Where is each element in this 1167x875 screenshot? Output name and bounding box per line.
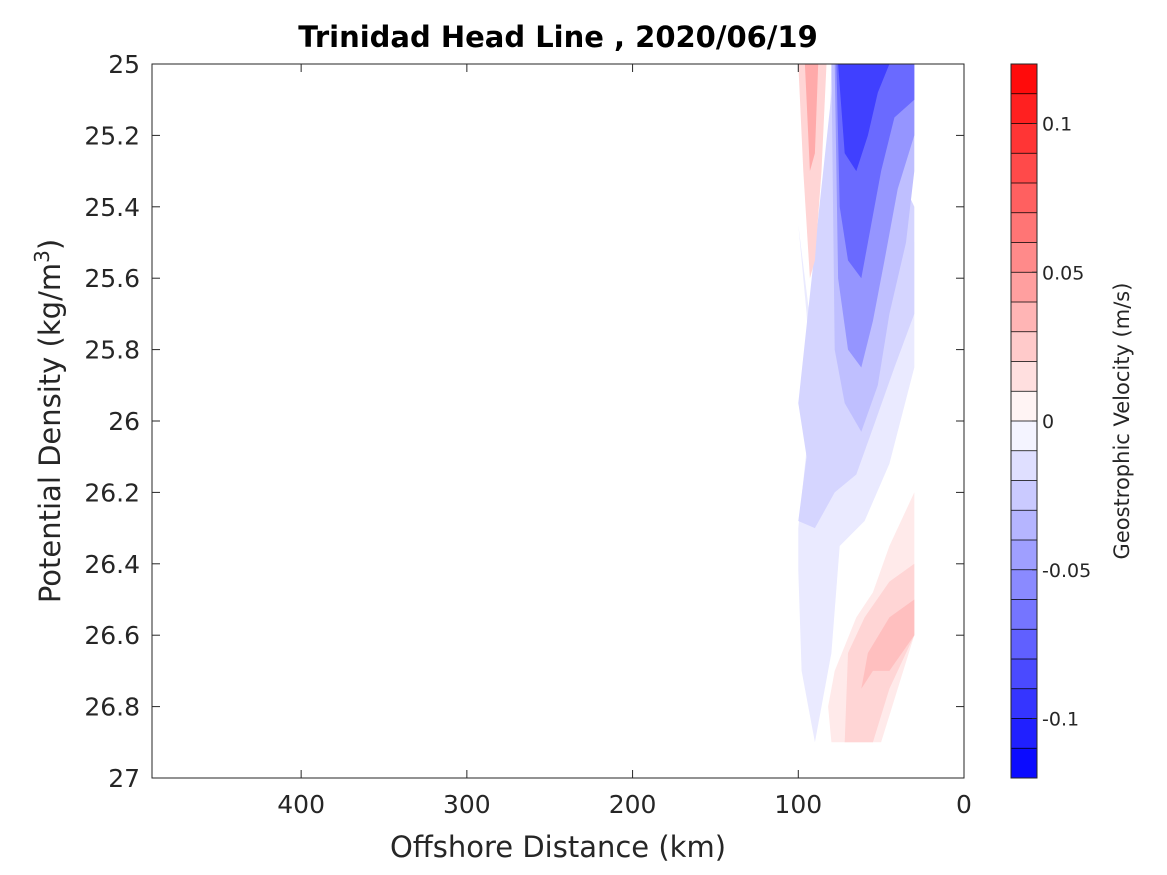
contour-pos-upper-core bbox=[804, 64, 819, 172]
y-tick-label: 25.2 bbox=[84, 121, 140, 150]
colorbar-tick-label: -0.1 bbox=[1042, 709, 1079, 731]
x-tick-label: 0 bbox=[956, 790, 972, 819]
y-tick-label: 25.6 bbox=[84, 264, 140, 293]
x-axis-label: Offshore Distance (km) bbox=[390, 830, 726, 864]
colorbar-swatch bbox=[1011, 93, 1037, 124]
y-tick-label: 26.8 bbox=[84, 693, 140, 722]
colorbar-swatch bbox=[1011, 510, 1037, 541]
colorbar-tick-label: 0 bbox=[1042, 411, 1054, 433]
colorbar-tick-label: -0.05 bbox=[1042, 560, 1091, 582]
colorbar-tick-label: 0.05 bbox=[1042, 262, 1084, 284]
colorbar-swatch bbox=[1011, 64, 1037, 95]
colorbar-swatch bbox=[1011, 629, 1037, 660]
y-axis: 25 25.2 25.4 25.6 25.8 26 26.2 26.4 26.6 26.8 27 bbox=[84, 50, 964, 793]
colorbar-swatch bbox=[1011, 331, 1037, 362]
y-tick-label: 27 bbox=[108, 764, 140, 793]
y-axis-label: Potential Density (kg/m3) bbox=[30, 239, 67, 603]
colorbar-swatch bbox=[1011, 599, 1037, 630]
y-tick-label: 26.2 bbox=[84, 478, 140, 507]
colorbar: 0.1 0.05 0 -0.05 -0.1 bbox=[1010, 63, 1091, 779]
colorbar-swatch bbox=[1011, 688, 1037, 719]
contour-regions bbox=[798, 64, 915, 743]
colorbar-swatch bbox=[1011, 480, 1037, 511]
x-tick-label: 300 bbox=[443, 790, 491, 819]
y-tick-label: 25.8 bbox=[84, 336, 140, 365]
colorbar-tick-label: 0.1 bbox=[1042, 114, 1072, 136]
colorbar-swatch bbox=[1011, 272, 1037, 303]
colorbar-swatch bbox=[1011, 450, 1037, 481]
contour-pos-upper bbox=[798, 64, 827, 279]
colorbar-swatch bbox=[1011, 748, 1037, 779]
contour-neg-5 bbox=[838, 64, 890, 172]
colorbar-swatch bbox=[1011, 421, 1037, 452]
contour-pos-lower-2 bbox=[861, 599, 915, 689]
colorbar-swatch bbox=[1011, 540, 1037, 571]
colorbar-swatch bbox=[1011, 718, 1037, 749]
colorbar-swatch bbox=[1011, 183, 1037, 214]
colorbar-swatch bbox=[1011, 123, 1037, 154]
colorbar-label: Geostrophic Velocity (m/s) bbox=[1110, 283, 1134, 560]
y-tick-label: 25.4 bbox=[84, 193, 140, 222]
x-tick-label: 200 bbox=[609, 790, 657, 819]
colorbar-swatch bbox=[1011, 212, 1037, 243]
y-axis-label-superscript: 3 bbox=[30, 250, 54, 263]
colorbar-swatch bbox=[1011, 569, 1037, 600]
x-tick-label: 100 bbox=[774, 790, 822, 819]
colorbar-swatch bbox=[1011, 302, 1037, 333]
colorbar-swatch bbox=[1011, 659, 1037, 690]
colorbar-swatch bbox=[1011, 242, 1037, 273]
colorbar-swatch bbox=[1011, 361, 1037, 392]
y-tick-label: 25 bbox=[108, 50, 140, 79]
colorbar-swatch bbox=[1011, 153, 1037, 184]
x-axis: 400 300 200 100 0 bbox=[277, 64, 972, 819]
y-tick-label: 26.6 bbox=[84, 621, 140, 650]
y-tick-label: 26.4 bbox=[84, 550, 140, 579]
chart-title: Trinidad Head Line , 2020/06/19 bbox=[298, 20, 818, 54]
y-tick-label: 26 bbox=[108, 407, 140, 436]
colorbar-swatch bbox=[1011, 391, 1037, 422]
x-tick-label: 400 bbox=[277, 790, 325, 819]
